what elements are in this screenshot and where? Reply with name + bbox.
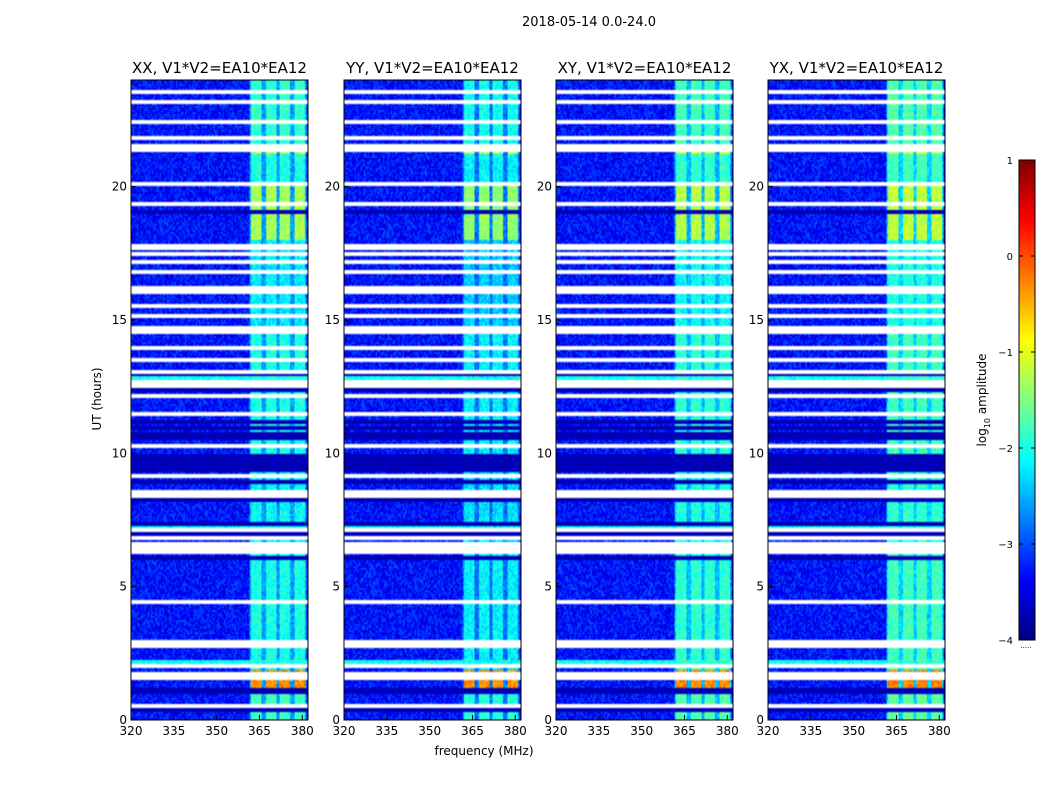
panel-frame bbox=[130, 79, 309, 721]
colorbar-tick-label: −2 bbox=[998, 444, 1013, 455]
panel-title: XX, V1*V2=EA10*EA12 bbox=[132, 59, 307, 77]
panel-title: XY, V1*V2=EA10*EA12 bbox=[558, 59, 732, 77]
colorbar-tick-label: 0 bbox=[1007, 252, 1013, 263]
x-tick-label: 365 bbox=[248, 724, 271, 738]
x-tick-label: 320 bbox=[120, 724, 143, 738]
x-tick-label: 380 bbox=[928, 724, 951, 738]
panel-frame bbox=[343, 79, 522, 721]
x-tick-label: 320 bbox=[545, 724, 568, 738]
x-tick-label: 365 bbox=[461, 724, 484, 738]
y-tick-label: 15 bbox=[537, 313, 552, 327]
colorbar-label-tail: amplitude bbox=[975, 354, 989, 418]
heatmap-image bbox=[768, 80, 945, 720]
colorbar-tick-label: −3 bbox=[998, 540, 1013, 551]
x-tick-label: 350 bbox=[418, 724, 441, 738]
y-tick-label: 5 bbox=[332, 580, 340, 594]
y-tick-label: 15 bbox=[749, 313, 764, 327]
figure-suptitle: 2018-05-14 0.0-24.0 bbox=[522, 15, 656, 30]
colorbar-label-subscript: 10 bbox=[983, 418, 992, 428]
colorbar-tick-label: −1 bbox=[998, 348, 1013, 359]
panel-title: YX, V1*V2=EA10*EA12 bbox=[769, 59, 944, 77]
y-tick-label: 15 bbox=[325, 313, 340, 327]
y-tick-label: 0 bbox=[544, 713, 552, 727]
x-tick-label: 350 bbox=[205, 724, 228, 738]
colorbar-tick-label: −4 bbox=[998, 636, 1013, 647]
y-axis-label: UT (hours) bbox=[90, 367, 104, 430]
y-tick-label: 20 bbox=[749, 180, 764, 194]
x-tick-label: 350 bbox=[630, 724, 653, 738]
y-tick-label: 0 bbox=[756, 713, 764, 727]
x-tick-label: 320 bbox=[757, 724, 780, 738]
panel-frame bbox=[767, 79, 946, 721]
y-tick-label: 10 bbox=[537, 446, 552, 460]
y-tick-label: 10 bbox=[325, 446, 340, 460]
x-tick-label: 365 bbox=[673, 724, 696, 738]
x-tick-label: 335 bbox=[162, 724, 185, 738]
x-tick-label: 320 bbox=[333, 724, 356, 738]
y-tick-label: 5 bbox=[756, 580, 764, 594]
y-tick-label: 10 bbox=[749, 446, 764, 460]
x-tick-label: 335 bbox=[587, 724, 610, 738]
y-tick-label: 5 bbox=[119, 580, 127, 594]
heatmap-image bbox=[131, 80, 308, 720]
y-tick-label: 10 bbox=[112, 446, 127, 460]
y-tick-label: 20 bbox=[325, 180, 340, 194]
colorbar-tick-label: 1 bbox=[1007, 156, 1013, 167]
x-tick-label: 380 bbox=[291, 724, 314, 738]
colorbar-label: log10 amplitude bbox=[975, 354, 992, 447]
heatmap-image bbox=[556, 80, 733, 720]
y-tick-label: 20 bbox=[537, 180, 552, 194]
y-tick-label: 0 bbox=[332, 713, 340, 727]
x-tick-label: 335 bbox=[375, 724, 398, 738]
y-tick-label: 20 bbox=[112, 180, 127, 194]
x-axis-label: frequency (MHz) bbox=[434, 744, 533, 758]
x-tick-label: 380 bbox=[716, 724, 739, 738]
heatmap-panels: XX, V1*V2=EA10*EA12 320 335 350 365 380 0 5 10 15… bbox=[112, 59, 951, 738]
colorbar: 10−1−2−3−4 ..... log10 amplitude bbox=[975, 156, 1036, 650]
y-tick-label: 0 bbox=[119, 713, 127, 727]
x-tick-label: 380 bbox=[504, 724, 527, 738]
x-tick-label: 335 bbox=[799, 724, 822, 738]
y-tick-label: 15 bbox=[112, 313, 127, 327]
panel-title: YY, V1*V2=EA10*EA12 bbox=[345, 59, 519, 77]
y-tick-label: 5 bbox=[544, 580, 552, 594]
x-tick-label: 365 bbox=[885, 724, 908, 738]
panel-frame bbox=[555, 79, 734, 721]
colorbar-under-marker: ..... bbox=[1020, 642, 1031, 650]
heatmap-image bbox=[344, 80, 521, 720]
x-tick-label: 350 bbox=[842, 724, 865, 738]
colorbar-gradient bbox=[1018, 159, 1036, 641]
